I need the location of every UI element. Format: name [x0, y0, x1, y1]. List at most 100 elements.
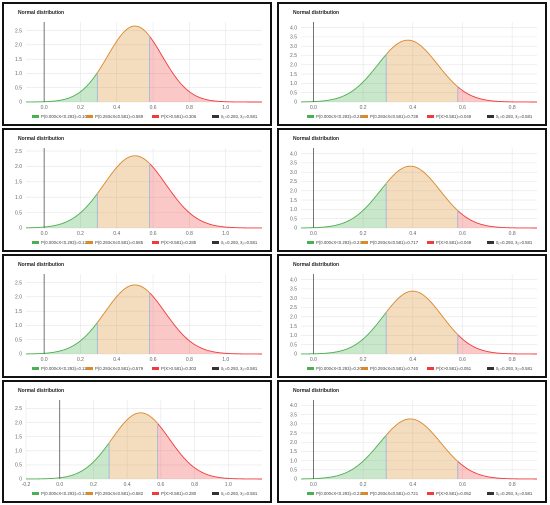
y-tick-label: 1.0 — [290, 207, 297, 213]
chart-svg: Normal distribution 0 0.5 1.0 1.5 2.0 2.5 3.0 3.… — [290, 388, 537, 496]
y-tick-label: 0.5 — [15, 85, 22, 91]
legend-label: x̄₁=0.293, x̄₂=0.581 — [496, 240, 533, 245]
legend-swatch — [427, 492, 434, 495]
legend-label: P(0.293≤X≤0.581)=0.717 — [370, 240, 419, 245]
legend-label: P(X>0.581)=0.303 — [161, 366, 197, 371]
curve-middle — [96, 155, 150, 194]
legend-swatch — [487, 492, 494, 495]
chart-panel-6: Normal distribution 0 0.5 1.0 1.5 2.0 2.5 3.0 3.… — [277, 254, 547, 378]
x-tick-label: -0.2 — [22, 482, 31, 488]
y-tick-label: 0 — [294, 100, 297, 106]
curve-left — [313, 183, 387, 229]
chart-svg: Normal distribution 0 0.5 1.0 1.5 2.0 2.5 3.0 3.… — [290, 262, 537, 371]
x-tick-label: 0.0 — [310, 357, 317, 363]
curve-middle — [385, 165, 459, 211]
x-tick-label: 0.6 — [150, 231, 157, 237]
region-middle — [109, 412, 158, 479]
y-tick-label: 1.5 — [290, 449, 297, 455]
curve-middle — [96, 284, 150, 323]
legend-swatch — [487, 367, 494, 370]
y-tick-label: 1.5 — [290, 72, 297, 78]
legend-swatch — [212, 241, 219, 244]
region-left — [313, 54, 387, 102]
chart-svg: Normal distribution 0 0.5 1.0 1.5 2.0 2.5 3.0 3.… — [290, 136, 537, 245]
y-tick-label: 1.0 — [15, 71, 22, 77]
x-tick-label: 0.8 — [509, 231, 516, 237]
legend-swatch — [32, 492, 39, 495]
curve-tail-left — [26, 477, 60, 480]
chart-panel-1: Normal distribution 0 0.5 1.0 1.5 2.0 2.5 0.0 0.… — [2, 2, 272, 126]
y-tick-label: 3.5 — [290, 412, 297, 418]
legend-label: P(0.293≤X≤0.581)=0.589 — [95, 114, 144, 119]
curve-right — [457, 86, 537, 103]
curve-right — [149, 292, 262, 355]
legend-label: x̄₁=0.293, x̄₂=0.581 — [221, 366, 258, 371]
x-tick-label: 0.6 — [150, 357, 157, 363]
y-tick-label: 4.0 — [290, 277, 297, 283]
region-left — [44, 322, 98, 354]
region-left — [44, 72, 98, 102]
legend-swatch — [86, 115, 93, 118]
legend-label: P(X>0.581)=0.306 — [161, 114, 197, 119]
y-tick-label: 1.5 — [290, 324, 297, 330]
curve-middle — [385, 39, 459, 88]
chart-svg: Normal distribution 0 0.5 1.0 1.5 2.0 2.5 3.0 3.… — [290, 10, 537, 119]
legend-label: P(0.293≤X≤0.581)=0.721 — [370, 491, 419, 496]
y-tick-label: 0 — [19, 226, 22, 232]
y-tick-label: 2.5 — [15, 28, 22, 34]
curve-left — [313, 434, 387, 480]
chart-panel-5: Normal distribution 0 0.5 1.0 1.5 2.0 2.5 0.0 0.… — [2, 254, 272, 378]
y-tick-label: 1.5 — [15, 57, 22, 63]
y-tick-label: 3.5 — [290, 35, 297, 41]
chart-title: Normal distribution — [293, 262, 339, 268]
region-left — [313, 312, 387, 354]
x-tick-label: 0.0 — [41, 357, 48, 363]
legend-label: x̄₁=0.293, x̄₂=0.581 — [221, 240, 258, 245]
region-right — [457, 461, 537, 479]
legend-label: P(0.000≤X<0.293)=0.118 — [41, 366, 90, 371]
region-middle — [386, 291, 458, 354]
curve-middle — [385, 418, 459, 462]
chart-panel-4: Normal distribution 0 0.5 1.0 1.5 2.0 2.5 3.0 3.… — [277, 128, 547, 252]
chart-svg: Normal distribution 0 0.5 1.0 1.5 2.0 2.5 0.0 0.… — [15, 136, 262, 245]
y-tick-label: 2.0 — [15, 420, 22, 426]
curve-left — [44, 72, 98, 103]
x-tick-label: 0.0 — [310, 231, 317, 237]
region-right — [149, 36, 262, 102]
y-tick-label: 0.5 — [290, 90, 297, 96]
y-tick-label: 1.0 — [290, 81, 297, 87]
x-tick-label: 1.0 — [225, 482, 232, 488]
y-tick-label: 0.5 — [290, 342, 297, 348]
y-tick-label: 2.0 — [15, 295, 22, 301]
y-tick-label: 0 — [294, 226, 297, 232]
chart-title: Normal distribution — [18, 10, 64, 16]
y-tick-label: 2.0 — [290, 314, 297, 320]
x-tick-label: 0.2 — [77, 357, 84, 363]
y-tick-label: 2.5 — [290, 431, 297, 437]
x-tick-label: 0.2 — [360, 482, 367, 488]
x-tick-label: 0.6 — [459, 357, 466, 363]
region-middle — [386, 40, 458, 102]
region-left — [59, 442, 110, 479]
legend-swatch — [307, 492, 314, 495]
region-left — [313, 435, 387, 479]
y-tick-label: 1.0 — [15, 448, 22, 454]
chart-title: Normal distribution — [293, 10, 339, 16]
legend-swatch — [152, 492, 159, 495]
x-tick-label: 1.0 — [222, 357, 229, 363]
legend-label: P(0.000≤X<0.293)=0.208 — [316, 366, 365, 371]
curve-left — [44, 193, 98, 228]
legend-label: x̄₁=0.293, x̄₂=0.581 — [221, 491, 258, 496]
legend-label: P(0.000≤X<0.293)=0.226 — [316, 491, 365, 496]
x-tick-label: 0.8 — [191, 482, 198, 488]
y-tick-label: 0 — [19, 352, 22, 358]
x-tick-label: 0.2 — [77, 231, 84, 237]
legend-label: P(0.000≤X<0.293)=0.213 — [316, 114, 365, 119]
curve-left — [44, 322, 98, 354]
y-tick-label: 0.5 — [290, 216, 297, 222]
x-tick-label: 0.8 — [509, 482, 516, 488]
legend-swatch — [152, 115, 159, 118]
y-tick-label: 3.0 — [290, 422, 297, 428]
curve-left — [313, 54, 387, 103]
region-right — [457, 334, 537, 354]
